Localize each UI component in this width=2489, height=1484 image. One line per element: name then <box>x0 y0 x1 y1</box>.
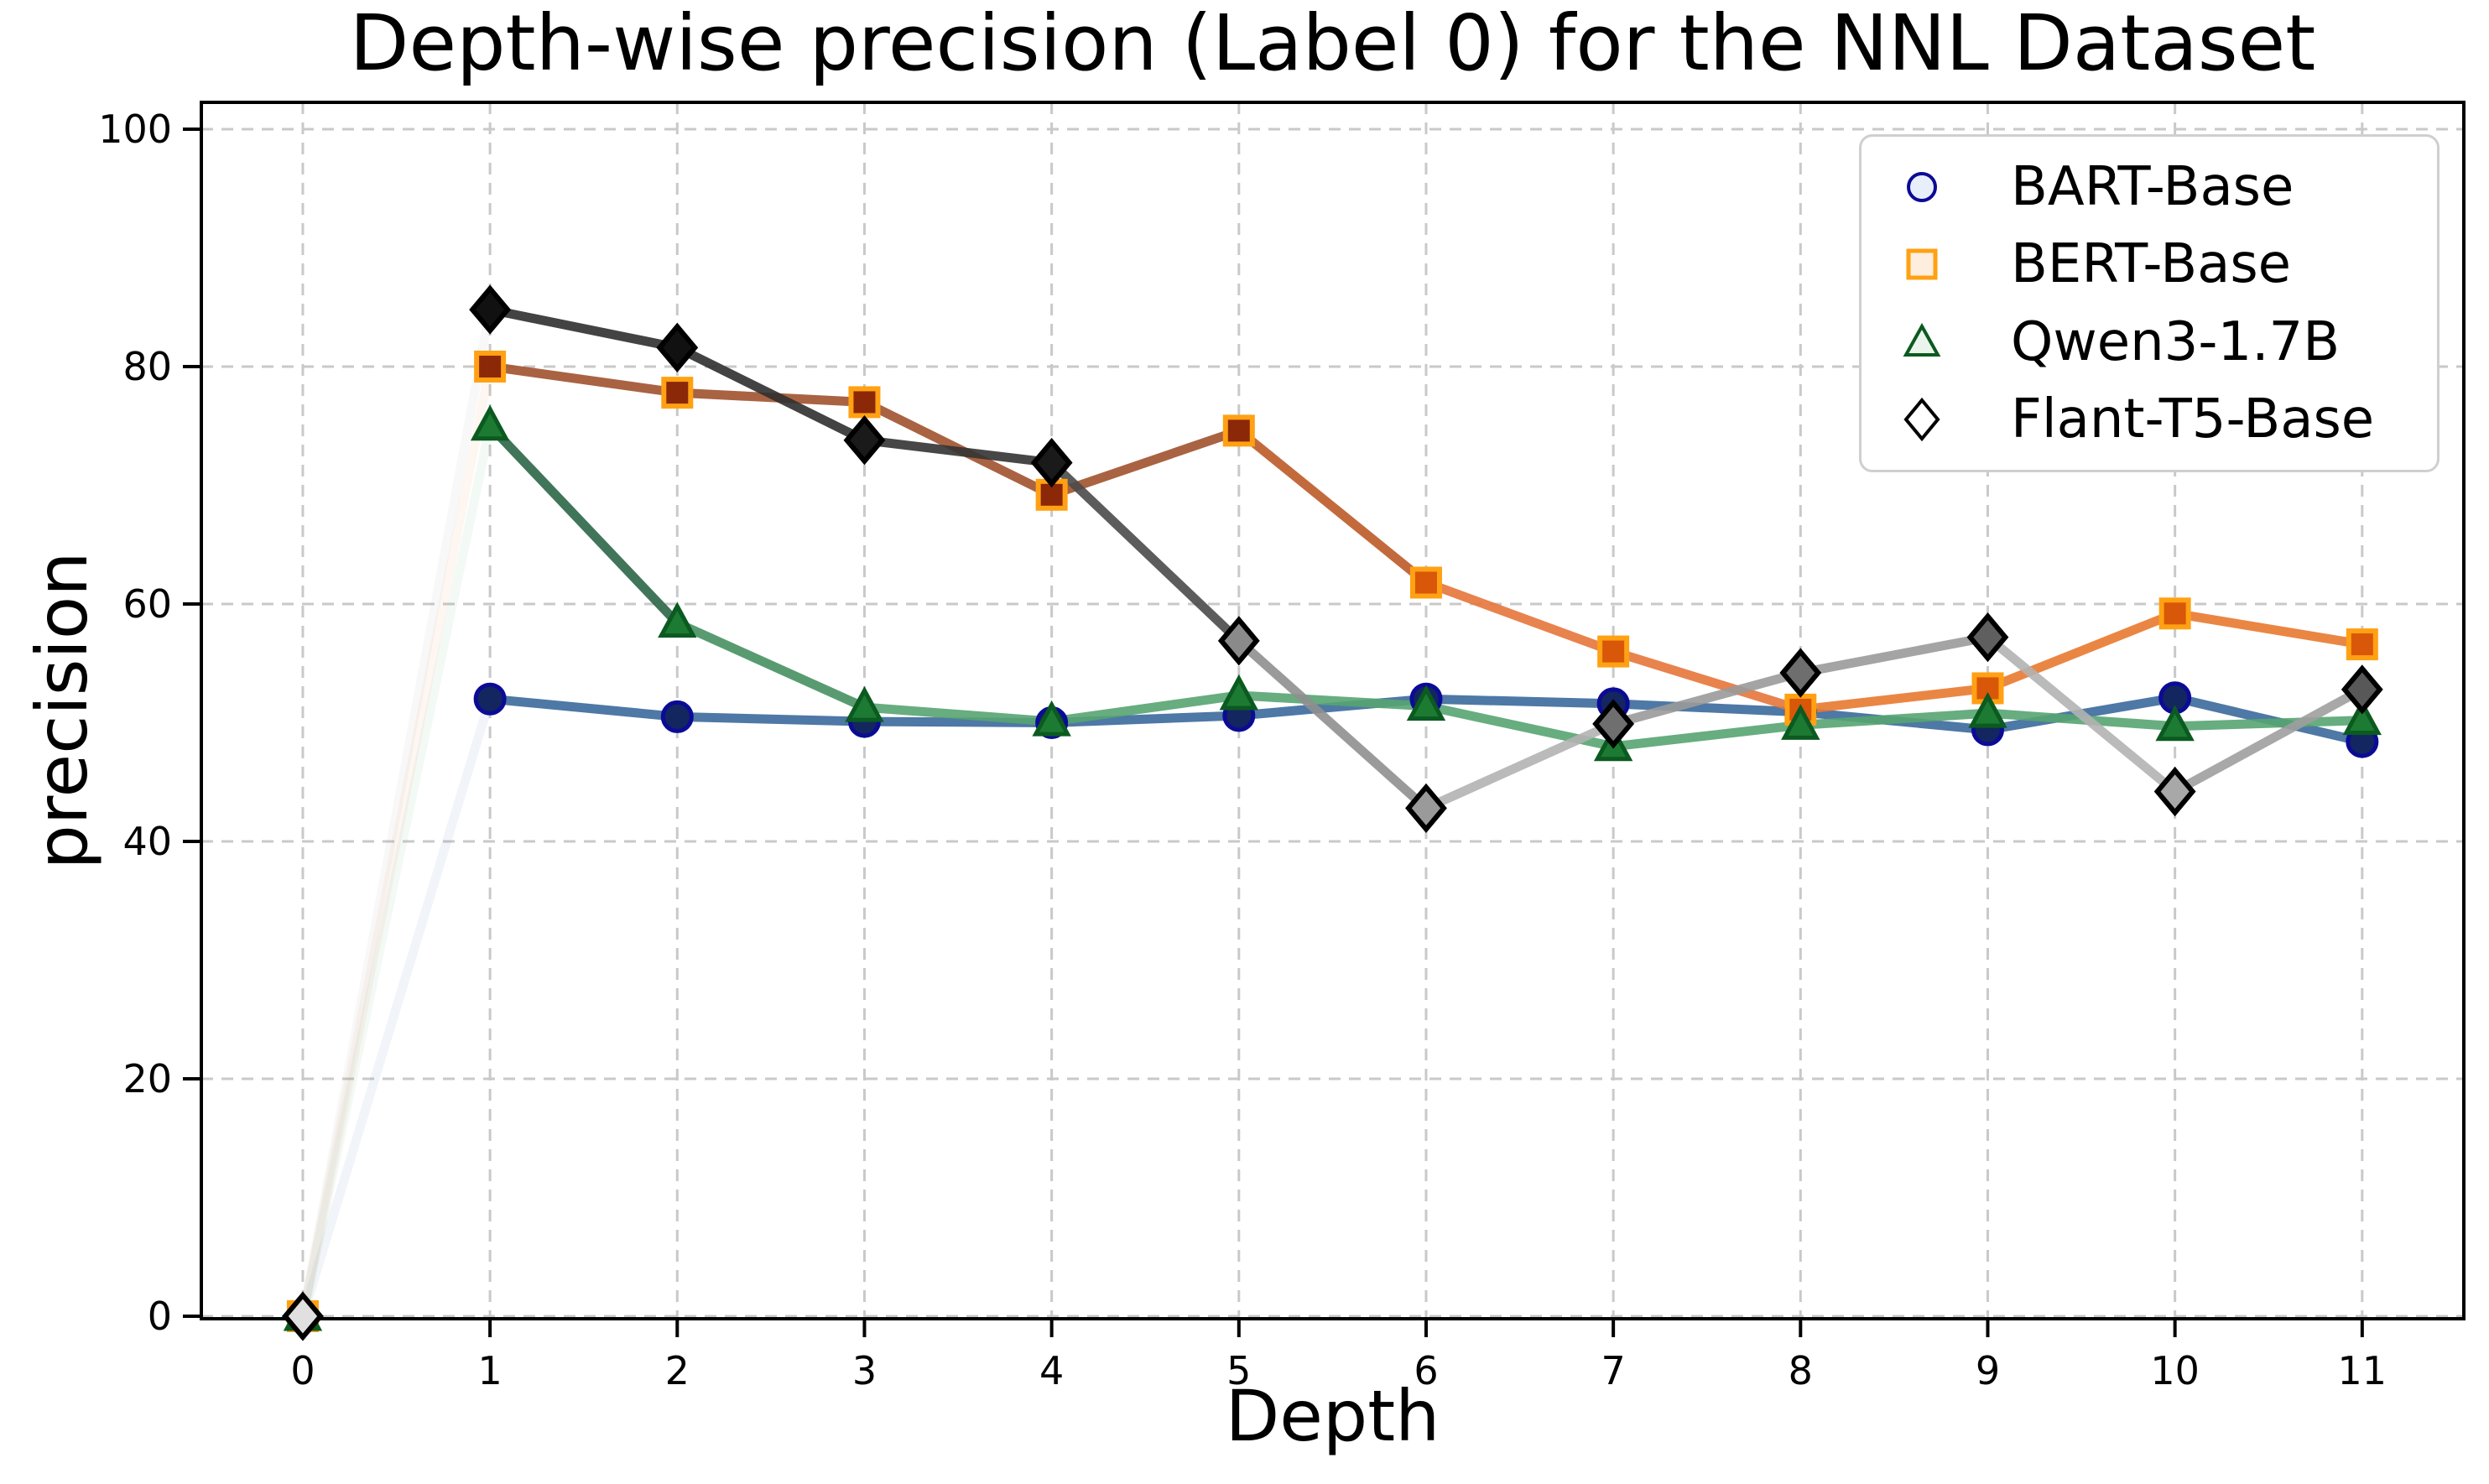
svg-text:0: 0 <box>148 1294 172 1339</box>
legend-item-flant-t5-base: Flant-T5-Base <box>1898 393 2437 446</box>
svg-text:2: 2 <box>665 1348 690 1393</box>
svg-text:4: 4 <box>1039 1348 1064 1393</box>
legend-item-bart-base: BART-Base <box>1898 160 2437 214</box>
svg-text:10: 10 <box>2150 1348 2200 1393</box>
legend-item-bert-base: BERT-Base <box>1898 237 2437 291</box>
triangle-marker-icon <box>1903 322 1941 357</box>
svg-text:0: 0 <box>290 1348 315 1393</box>
svg-text:11: 11 <box>2338 1348 2387 1393</box>
x-axis-label: Depth <box>1225 1375 1440 1457</box>
chart-title: Depth-wise precision (Label 0) for the N… <box>349 0 2316 88</box>
svg-text:20: 20 <box>122 1056 172 1101</box>
svg-text:7: 7 <box>1601 1348 1626 1393</box>
svg-text:40: 40 <box>122 819 172 864</box>
y-axis-label: precision <box>21 551 103 870</box>
svg-text:8: 8 <box>1789 1348 1813 1393</box>
svg-text:3: 3 <box>852 1348 877 1393</box>
square-marker-icon <box>1906 248 1938 280</box>
svg-text:5: 5 <box>1226 1348 1251 1393</box>
legend-item-label: Flant-T5-Base <box>2011 388 2375 450</box>
circle-marker-icon <box>1907 172 1937 203</box>
svg-text:1: 1 <box>477 1348 502 1393</box>
legend: BART-Base BERT-Base Qwen3-1.7B Flant-T5-… <box>1859 134 2440 472</box>
svg-text:6: 6 <box>1414 1348 1438 1393</box>
legend-item-label: BERT-Base <box>2011 233 2292 296</box>
svg-text:80: 80 <box>122 344 172 389</box>
svg-text:60: 60 <box>122 581 172 627</box>
diamond-marker-icon <box>1903 397 1940 441</box>
svg-text:9: 9 <box>1976 1348 2000 1393</box>
legend-item-label: BART-Base <box>2011 156 2294 219</box>
legend-item-label: Qwen3-1.7B <box>2011 310 2341 373</box>
legend-item-qwen3: Qwen3-1.7B <box>1898 315 2437 369</box>
svg-text:100: 100 <box>98 107 172 152</box>
